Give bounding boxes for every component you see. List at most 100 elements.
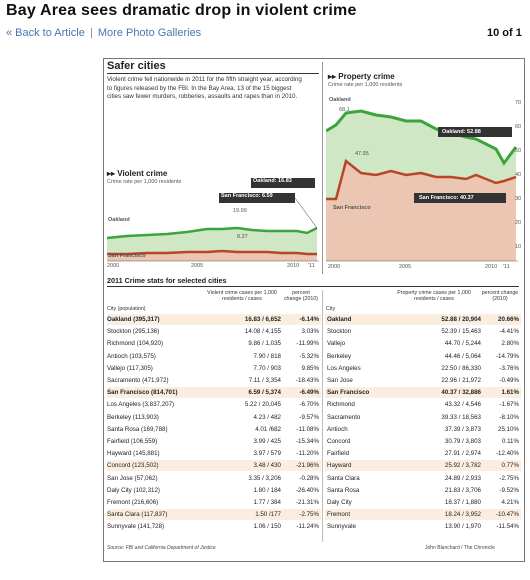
cell-city: Santa Rosa (169,788): [107, 425, 168, 433]
table-row: Sacramento 39.33 / 18,563 -8.10%: [325, 412, 521, 423]
table-row: Hayward (145,881) 3.97 / 579 -11.20%: [107, 448, 321, 459]
violent-crime-chart: [107, 178, 319, 262]
property-ytick-50: 50: [515, 148, 522, 154]
cell-rate: 7.90 / 818: [253, 352, 281, 360]
oakland-property-callout-box: [438, 127, 512, 137]
cell-city: Sunnyvale (141,728): [107, 523, 165, 531]
cell-rate: 1.06 / 150: [253, 523, 281, 531]
nav-separator: |: [89, 27, 93, 39]
property-xtick-2010: 2010: [485, 264, 498, 270]
more-photo-galleries-link[interactable]: More Photo Galleries: [97, 27, 202, 39]
table-row: Hayward 25.92 / 3,782 0.77%: [325, 460, 521, 472]
cell-change: -6.49%: [299, 389, 319, 397]
cell-change: -18.43%: [295, 377, 319, 384]
cell-change: -1.67%: [499, 401, 519, 409]
cell-city: Richmond: [327, 401, 355, 409]
cell-rate: 3.97 / 579: [253, 450, 281, 458]
table-row: Sacramento (471,972) 7.11 / 3,354 -18.43%: [107, 375, 321, 386]
table-row: Berkeley (113,903) 4.23 / 482 -9.57%: [107, 412, 321, 423]
cell-change: -4.41%: [499, 328, 519, 336]
table-row: Vallejo (117,305) 7.70 / 903 9.85%: [107, 363, 321, 374]
property-crime-chart: [326, 109, 518, 262]
oakland-property-line: [326, 109, 518, 166]
property-crime-subheading: Crime rate per 1,000 residents: [328, 82, 403, 88]
cell-rate: 22.50 / 86,330: [441, 364, 481, 372]
cell-change: -14.79%: [495, 352, 519, 360]
violent-sf-peak-value: 8.27: [237, 234, 248, 240]
cell-rate: 30.79 / 3,803: [444, 438, 481, 445]
sf-violent-callout: San Francisco: 6.59: [221, 193, 273, 199]
cell-city: Sunnyvale: [327, 523, 356, 531]
table-row: Berkeley 44.46 / 5,064 -14.79%: [325, 351, 521, 362]
cell-city: Oakland (395,317): [107, 316, 160, 323]
sf-callout-box: [219, 193, 295, 203]
sf-violent-line: [107, 249, 317, 256]
cell-rate: 3.35 / 3,206: [248, 474, 281, 482]
property-ytick-40: 40: [515, 172, 522, 178]
cell-change: -2.75%: [499, 474, 519, 482]
table-row: Stockton 52.39 / 15,463 -4.41%: [325, 326, 521, 337]
property-xtick-11: '11: [503, 264, 510, 270]
cell-change: -11.08%: [296, 425, 319, 433]
cell-change: -0.49%: [499, 377, 519, 384]
table-row: Santa Clara (117,837) 1.50 /177 -2.75%: [107, 509, 321, 521]
table-row: Sunnyvale 13.90 / 1,970 -11.54%: [325, 521, 521, 532]
sf-property-label: San Francisco: [333, 205, 371, 211]
table-row: Oakland (395,317) 16.83 / 6,652 -6.14%: [107, 314, 321, 325]
property-sf-peak-value: 47.95: [355, 151, 369, 157]
infographic-intro: Violent crime fell nationwide in 2011 fo…: [107, 76, 302, 101]
cell-city: San Francisco (814,701): [107, 389, 178, 397]
oakland-property-callout: Oakland: 52.88: [442, 129, 481, 135]
table-row: Concord (123,502) 3.48 / 430 -21.96%: [107, 460, 321, 472]
cell-city: Fairfield: [327, 450, 350, 458]
cell-change: -21.31%: [295, 499, 319, 506]
right-col-header-city: City: [326, 306, 336, 312]
cell-change: -11.99%: [296, 340, 319, 348]
cell-change: -9.52%: [499, 486, 519, 494]
chart-divider: [322, 62, 323, 274]
table-row: San Francisco 40.37 / 32,886 1.61%: [325, 387, 521, 399]
sf-violent-label: San Francisco: [108, 253, 146, 259]
cell-change: -6.14%: [299, 316, 319, 323]
table-row: San Jose (57,062) 3.35 / 3,206 -0.28%: [107, 473, 321, 484]
property-xtick-2000: 2000: [328, 264, 341, 270]
back-to-article-link[interactable]: « Back to Article: [6, 27, 85, 39]
cell-rate: 1.77 / 384: [253, 499, 281, 506]
cell-rate: 52.39 / 15,463: [441, 328, 481, 336]
table-row: Los Angeles 22.50 / 86,330 -3.76%: [325, 363, 521, 374]
cell-rate: 9.86 / 1,035: [248, 340, 281, 348]
table-row: San Jose 22.96 / 21,972 -0.49%: [325, 375, 521, 386]
cell-city: Fairfield (106,559): [107, 438, 158, 445]
left-col-header-city: City (population): [107, 306, 146, 312]
cell-change: 0.77%: [501, 462, 519, 470]
table-heading: 2011 Crime stats for selected cities: [107, 276, 227, 285]
table-row: Fremont (216,606) 1.77 / 384 -21.31%: [107, 497, 321, 508]
cell-change: -11.24%: [296, 523, 319, 531]
cell-city: Daly City: [327, 499, 352, 506]
table-row: Stockton (295,136) 14.08 / 4,155 3.03%: [107, 326, 321, 337]
violent-xtick-11: '11: [308, 263, 315, 269]
infographic-image: Safer cities Violent crime fell nationwi…: [103, 58, 530, 566]
cell-rate: 44.70 / 5,244: [444, 340, 481, 348]
cell-city: Hayward: [327, 462, 352, 470]
cell-rate: 16.83 / 6,652: [244, 316, 281, 323]
infographic-border: [103, 58, 525, 562]
cell-change: -6.70%: [299, 401, 319, 409]
cell-change: -8.10%: [499, 413, 519, 421]
photo-counter: 10 of 1: [487, 27, 522, 39]
cell-city: Oakland: [327, 316, 352, 323]
cell-change: 3.03%: [301, 328, 319, 336]
violent-xtick-2005: 2005: [191, 263, 204, 269]
cell-rate: 18.24 / 3,952: [444, 511, 481, 519]
cell-rate: 27.91 / 2,974: [444, 450, 481, 458]
violent-crime-subheading: Crime rate per 1,000 residents: [107, 179, 182, 185]
cell-change: -11.20%: [296, 450, 319, 458]
oakland-violent-line: [107, 226, 318, 240]
cell-change: -21.96%: [295, 462, 319, 470]
table-row: Sunnyvale (141,728) 1.06 / 150 -11.24%: [107, 521, 321, 532]
sf-property-line: [326, 158, 517, 201]
cell-rate: 43.32 / 4,546: [444, 401, 481, 409]
cell-change: -2.75%: [299, 511, 319, 519]
page-title: Bay Area sees dramatic drop in violent c…: [6, 2, 357, 19]
oakland-violent-label: Oakland: [108, 217, 130, 223]
